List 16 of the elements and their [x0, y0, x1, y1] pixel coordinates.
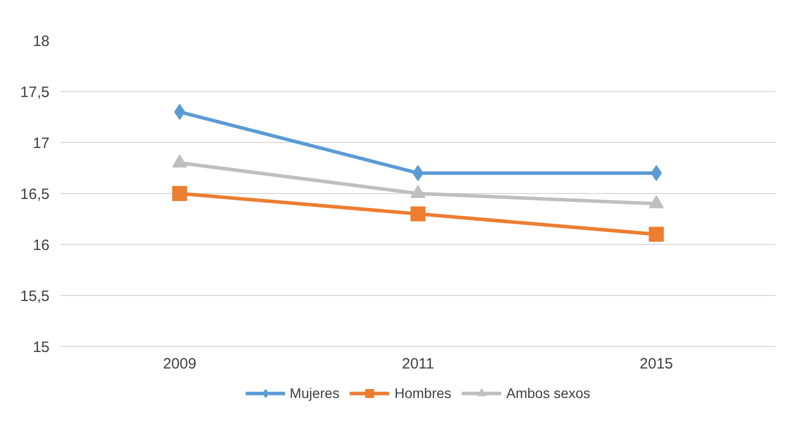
point [648, 226, 664, 242]
y-tick-label: 15 [32, 339, 50, 356]
x-tick-label: 2011 [402, 356, 434, 372]
point [172, 186, 188, 201]
y-tick-label: 15,5 [20, 288, 50, 305]
y-tick-label: 16,5 [20, 186, 50, 203]
legend-label: Mujeres [290, 385, 340, 401]
x-tick-label: 2009 [162, 356, 196, 372]
y-tick-label: 18 [32, 33, 50, 50]
y-tick-label: 16 [32, 237, 50, 254]
x-tick-label: 2015 [640, 356, 674, 372]
y-tick-label: 17 [32, 135, 50, 152]
y-tick-label: 17,5 [20, 84, 50, 101]
legend-label: Hombres [394, 385, 452, 401]
point [410, 206, 426, 222]
legend-label: Ambos sexos [506, 385, 590, 401]
